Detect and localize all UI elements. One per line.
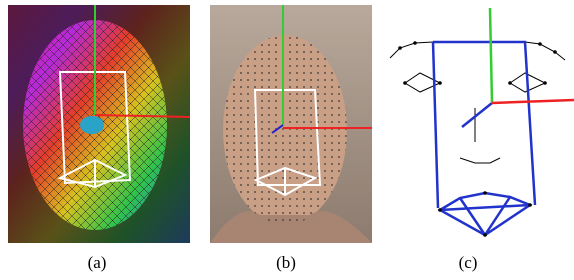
- caption: (a): [88, 253, 107, 272]
- panel-a: [8, 5, 190, 243]
- panel-b: [210, 5, 372, 243]
- panel-c: [390, 8, 574, 237]
- caption: (c): [459, 253, 478, 272]
- caption: (b): [276, 253, 296, 272]
- figure: (a) (b) (c): [0, 0, 574, 280]
